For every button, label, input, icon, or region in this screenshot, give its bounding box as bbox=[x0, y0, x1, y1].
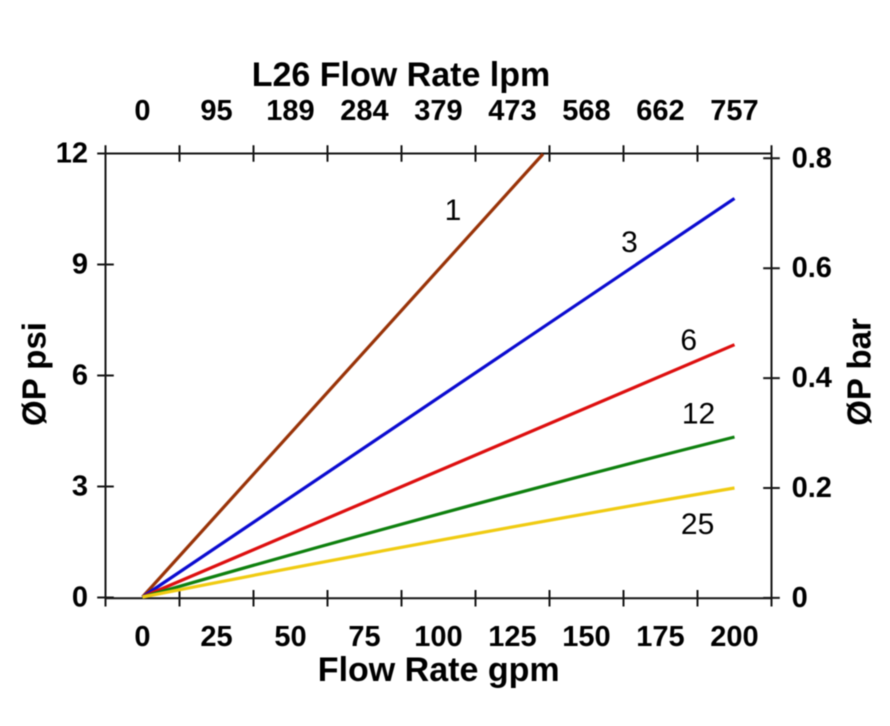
svg-text:0: 0 bbox=[792, 582, 808, 614]
svg-text:6: 6 bbox=[72, 360, 88, 392]
svg-text:3: 3 bbox=[72, 471, 88, 503]
svg-text:12: 12 bbox=[56, 138, 88, 170]
svg-text:3: 3 bbox=[621, 226, 638, 259]
svg-text:0.4: 0.4 bbox=[792, 362, 832, 394]
svg-text:0: 0 bbox=[134, 95, 150, 127]
svg-text:0.6: 0.6 bbox=[792, 252, 832, 284]
svg-text:50: 50 bbox=[274, 621, 306, 653]
svg-text:150: 150 bbox=[562, 621, 610, 653]
svg-text:0.8: 0.8 bbox=[792, 142, 832, 174]
svg-text:284: 284 bbox=[340, 95, 388, 127]
svg-text:ØP bar: ØP bar bbox=[840, 318, 877, 426]
svg-text:25: 25 bbox=[681, 508, 714, 541]
svg-text:75: 75 bbox=[348, 621, 380, 653]
svg-text:1: 1 bbox=[445, 194, 462, 227]
svg-text:757: 757 bbox=[710, 95, 758, 127]
svg-text:0: 0 bbox=[134, 621, 150, 653]
svg-text:125: 125 bbox=[488, 621, 536, 653]
svg-text:6: 6 bbox=[680, 324, 697, 357]
svg-text:Flow Rate gpm: Flow Rate gpm bbox=[318, 651, 560, 689]
svg-text:379: 379 bbox=[414, 95, 462, 127]
svg-text:0: 0 bbox=[72, 582, 88, 614]
svg-text:100: 100 bbox=[414, 621, 462, 653]
svg-text:95: 95 bbox=[200, 95, 232, 127]
svg-text:ØP psi: ØP psi bbox=[16, 322, 53, 426]
svg-text:9: 9 bbox=[72, 249, 88, 281]
svg-text:189: 189 bbox=[266, 95, 314, 127]
svg-text:0.2: 0.2 bbox=[792, 472, 832, 504]
svg-text:662: 662 bbox=[636, 95, 684, 127]
svg-text:25: 25 bbox=[200, 621, 232, 653]
svg-text:12: 12 bbox=[682, 397, 715, 430]
svg-text:175: 175 bbox=[636, 621, 684, 653]
svg-text:568: 568 bbox=[562, 95, 610, 127]
svg-text:200: 200 bbox=[710, 621, 758, 653]
svg-text:L26 Flow Rate lpm: L26 Flow Rate lpm bbox=[252, 56, 551, 94]
svg-text:473: 473 bbox=[488, 95, 536, 127]
